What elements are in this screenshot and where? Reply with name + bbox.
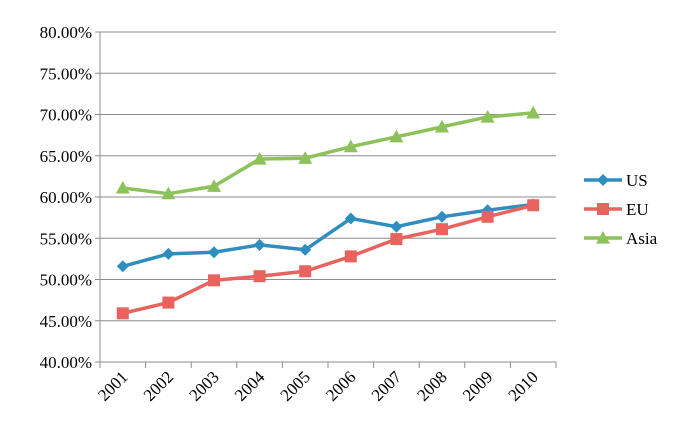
data-point-asia [252, 152, 267, 165]
data-point-asia [389, 129, 404, 143]
legend-label-asia: Asia [626, 229, 658, 248]
legend-item-eu: EU [584, 200, 649, 219]
legend-marker-eu [597, 203, 609, 215]
data-point-eu [162, 296, 175, 309]
data-point-asia [207, 179, 221, 192]
series-line-eu [122, 203, 534, 316]
y-axis-ticks: 40.00% 45.00% 50.00% 55.00% 60.00% 65.00% 70.0… [40, 23, 100, 372]
x-tick-label: 2006 [322, 367, 359, 404]
data-point-eu [436, 223, 448, 236]
series-layer [115, 105, 541, 320]
grid-lines [100, 31, 556, 322]
data-point-us [162, 247, 175, 260]
data-point-eu [253, 270, 266, 283]
y-tick-label: 50.00% [40, 271, 92, 290]
data-point-us [390, 220, 403, 233]
x-tick-label: 2001 [94, 367, 131, 404]
data-point-eu [208, 274, 220, 287]
data-point-us [344, 212, 357, 225]
data-point-asia [343, 139, 358, 153]
y-tick-label: 80.00% [40, 23, 92, 42]
legend-marker-us [597, 174, 609, 186]
data-point-eu [527, 199, 540, 212]
y-tick-label: 40.00% [40, 353, 92, 372]
y-tick-label: 60.00% [40, 188, 92, 207]
data-point-asia [480, 109, 495, 123]
y-tick-label: 45.00% [40, 312, 92, 331]
data-point-us [253, 238, 266, 251]
legend-label-us: US [626, 171, 648, 190]
series-asia [115, 105, 541, 200]
legend-item-asia: Asia [584, 229, 658, 248]
data-point-asia [526, 105, 541, 119]
series-line-asia [122, 111, 534, 196]
x-tick-label: 2002 [140, 367, 177, 404]
series-us [116, 198, 540, 273]
data-point-eu [481, 210, 494, 223]
legend-item-us: US [584, 171, 648, 190]
x-tick-label: 2010 [505, 367, 542, 404]
data-point-eu [344, 250, 357, 263]
legend-label-eu: EU [626, 200, 649, 219]
series-line-us [122, 202, 534, 268]
data-point-eu [299, 265, 312, 278]
data-point-asia [161, 186, 176, 200]
x-tick-label: 2009 [459, 367, 496, 404]
legend: US EU Asia [584, 171, 658, 248]
y-tick-label: 70.00% [40, 106, 92, 125]
data-point-asia [435, 119, 449, 133]
data-point-us [299, 243, 312, 256]
legend-marker-asia [596, 231, 610, 244]
y-tick-label: 65.00% [40, 147, 92, 166]
data-point-eu [116, 307, 129, 320]
x-tick-label: 2007 [368, 367, 406, 405]
x-tick-label: 2004 [231, 367, 269, 405]
data-point-asia [298, 151, 313, 164]
data-point-us [436, 210, 448, 223]
data-point-asia [115, 180, 130, 194]
data-point-us [208, 246, 220, 259]
y-tick-label: 55.00% [40, 229, 92, 248]
series-eu [116, 199, 540, 320]
y-tick-label: 75.00% [40, 64, 92, 83]
x-tick-label: 2003 [185, 367, 222, 404]
x-tick-label: 2005 [277, 367, 314, 404]
data-point-us [116, 260, 129, 273]
x-tick-label: 2008 [413, 367, 450, 404]
data-point-eu [390, 233, 403, 246]
x-axis-ticks: 2001 2002 2003 2004 2005 2006 2007 2008 2009 2010 [94, 362, 557, 405]
